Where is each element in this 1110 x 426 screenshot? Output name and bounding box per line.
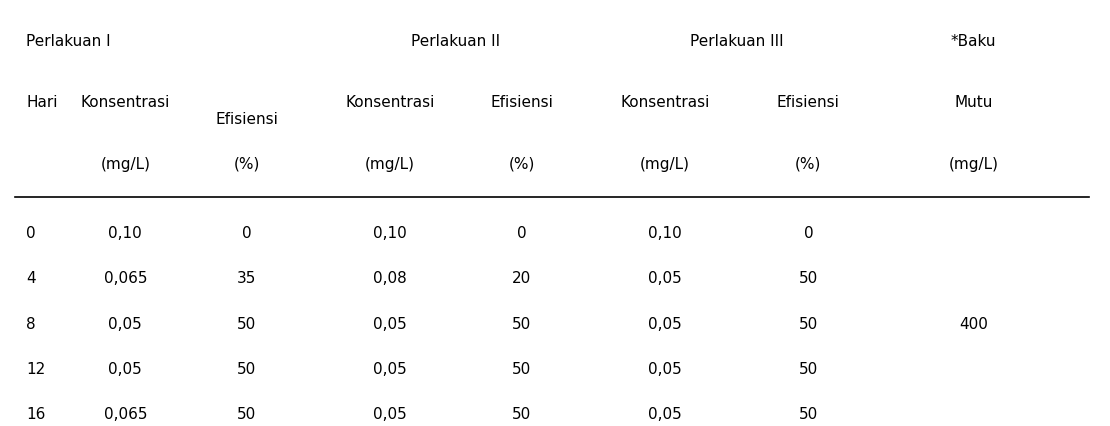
Text: 0,065: 0,065: [103, 271, 148, 286]
Text: 0,08: 0,08: [373, 271, 406, 286]
Text: Efisiensi: Efisiensi: [491, 95, 554, 110]
Text: 0,05: 0,05: [109, 362, 142, 377]
Text: 0: 0: [804, 226, 814, 242]
Text: (mg/L): (mg/L): [365, 157, 415, 172]
Text: Perlakuan II: Perlakuan II: [412, 34, 501, 49]
Text: (mg/L): (mg/L): [640, 157, 690, 172]
Text: 50: 50: [799, 362, 818, 377]
Text: Konsentrasi: Konsentrasi: [620, 95, 710, 110]
Text: 20: 20: [513, 271, 532, 286]
Text: 50: 50: [799, 317, 818, 331]
Text: 0,05: 0,05: [648, 362, 682, 377]
Text: 50: 50: [236, 407, 256, 422]
Text: 50: 50: [513, 407, 532, 422]
Text: (mg/L): (mg/L): [949, 157, 999, 172]
Text: Efisiensi: Efisiensi: [777, 95, 840, 110]
Text: 0,10: 0,10: [648, 226, 682, 242]
Text: 8: 8: [27, 317, 36, 331]
Text: 0,065: 0,065: [103, 407, 148, 422]
Text: 0,05: 0,05: [648, 407, 682, 422]
Text: 400: 400: [959, 317, 988, 331]
Text: Perlakuan I: Perlakuan I: [27, 34, 111, 49]
Text: 0,05: 0,05: [373, 362, 406, 377]
Text: 50: 50: [513, 362, 532, 377]
Text: 50: 50: [236, 362, 256, 377]
Text: 0,05: 0,05: [373, 317, 406, 331]
Text: 0: 0: [27, 226, 36, 242]
Text: (mg/L): (mg/L): [100, 157, 150, 172]
Text: 4: 4: [27, 271, 36, 286]
Text: 0,05: 0,05: [648, 271, 682, 286]
Text: (%): (%): [795, 157, 821, 172]
Text: 0: 0: [517, 226, 527, 242]
Text: (%): (%): [233, 157, 260, 172]
Text: Konsentrasi: Konsentrasi: [81, 95, 170, 110]
Text: Perlakuan III: Perlakuan III: [690, 34, 784, 49]
Text: 35: 35: [236, 271, 256, 286]
Text: 50: 50: [236, 317, 256, 331]
Text: Hari: Hari: [27, 95, 58, 110]
Text: 0,05: 0,05: [109, 317, 142, 331]
Text: *Baku: *Baku: [951, 34, 997, 49]
Text: 50: 50: [799, 407, 818, 422]
Text: (%): (%): [508, 157, 535, 172]
Text: 50: 50: [799, 271, 818, 286]
Text: 16: 16: [27, 407, 46, 422]
Text: Mutu: Mutu: [955, 95, 992, 110]
Text: 0: 0: [242, 226, 251, 242]
Text: Efisiensi: Efisiensi: [215, 112, 278, 127]
Text: 50: 50: [513, 317, 532, 331]
Text: 0,05: 0,05: [373, 407, 406, 422]
Text: Konsentrasi: Konsentrasi: [345, 95, 434, 110]
Text: 12: 12: [27, 362, 46, 377]
Text: 0,05: 0,05: [648, 317, 682, 331]
Text: 0,10: 0,10: [373, 226, 406, 242]
Text: 0,10: 0,10: [109, 226, 142, 242]
